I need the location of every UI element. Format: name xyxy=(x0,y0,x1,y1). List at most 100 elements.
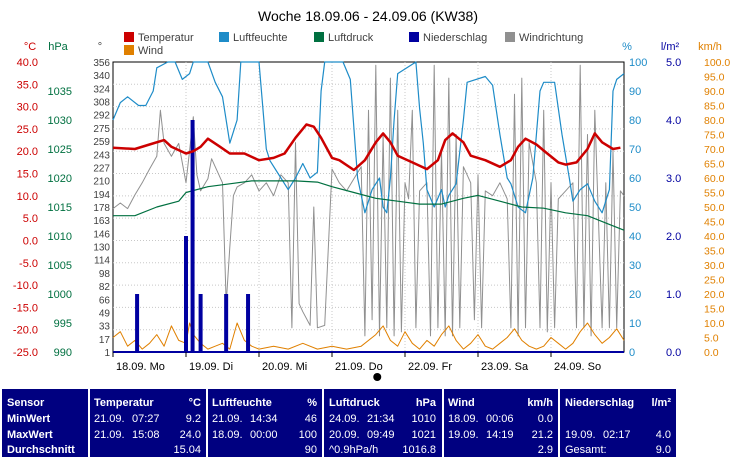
tick-label-precipitation: 3.0 xyxy=(666,173,681,185)
tick-label-wind-direction: 17 xyxy=(99,335,111,346)
stats-wind-unit: km/h xyxy=(527,397,553,409)
stats-wind-header: Wind xyxy=(448,397,475,409)
row-label-avg: Durchschnitt xyxy=(7,444,75,456)
stat-time: 00:06 xyxy=(486,413,514,425)
tick-label-wind-direction: 210 xyxy=(93,177,110,188)
tick-label-wind: 85.0 xyxy=(704,101,725,113)
axis-units: °C hPa °% l/m² km/h xyxy=(24,41,722,53)
stat-time: 14:19 xyxy=(486,429,514,441)
tick-label-wind: 100.0 xyxy=(704,57,730,69)
stats-panel: Sensor MinWert MaxWert Durchschnitt Temp… xyxy=(0,389,737,457)
weather-chart: Woche 18.09.06 - 24.09.06 (KW38) Tempera… xyxy=(13,8,730,381)
tick-label-wind-direction: 275 xyxy=(93,124,110,135)
series-humidity xyxy=(112,61,625,214)
tick-label-pressure: 1025 xyxy=(48,144,72,156)
tick-label-pressure: 1030 xyxy=(48,115,72,127)
axis-unit-humidity: % xyxy=(622,41,632,53)
stats-temperature-header: Temperatur xyxy=(94,397,154,409)
tick-label-precipitation: 5.0 xyxy=(666,57,681,69)
stat-time: 07:27 xyxy=(132,413,160,425)
tick-label-wind-direction: 259 xyxy=(93,137,110,148)
tick-label-pressure: 990 xyxy=(54,347,72,359)
axis-unit-pressure: hPa xyxy=(48,41,68,53)
legend-swatch-wind xyxy=(124,45,134,55)
x-tick-label: 20.09. Mi xyxy=(262,361,307,373)
stats-sensor-header: Sensor xyxy=(7,397,45,409)
tick-label-wind: 90.0 xyxy=(704,86,725,98)
stat-date: 24.09. xyxy=(329,413,360,425)
stats-pressure: Luftdruck hPa 24.09. 21:34 1010 20.09. 0… xyxy=(324,389,442,457)
stat-value: 4.0 xyxy=(655,429,671,441)
tick-label-precipitation: 4.0 xyxy=(666,115,681,127)
stat-value: 90 xyxy=(304,444,317,456)
tick-label-wind-direction: 163 xyxy=(93,216,110,227)
axis-unit-wind: km/h xyxy=(698,41,722,53)
tick-label-wind: 15.0 xyxy=(704,304,725,316)
tick-label-wind: 5.0 xyxy=(704,333,719,345)
tick-label-temperature: -10.0 xyxy=(13,280,38,292)
tick-label-wind: 95.0 xyxy=(704,72,725,84)
tick-label-pressure: 995 xyxy=(54,318,72,330)
tick-label-wind-direction: 66 xyxy=(99,295,111,306)
tick-label-wind: 20.0 xyxy=(704,289,725,301)
legend-swatch-wind_direction xyxy=(505,32,515,42)
axis-unit-wind-direction: ° xyxy=(98,41,102,53)
tick-label-temperature: 40.0 xyxy=(17,57,38,69)
x-tick-label: 18.09. Mo xyxy=(116,361,165,373)
tick-label-wind: 35.0 xyxy=(704,246,725,258)
tick-label-pressure: 1000 xyxy=(48,289,72,301)
stats-wind: Wind km/h 18.09. 00:06 0.0 19.09. 14:19 … xyxy=(444,389,558,457)
tick-label-wind: 70.0 xyxy=(704,144,725,156)
precipitation-bar xyxy=(184,236,188,352)
stat-value: 100 xyxy=(298,429,317,441)
tick-label-wind-direction: 98 xyxy=(99,269,111,280)
tick-label-wind-direction: 292 xyxy=(93,111,110,122)
tick-label-wind: 65.0 xyxy=(704,159,725,171)
stat-value: 1010 xyxy=(411,413,436,425)
precipitation-bar xyxy=(190,120,195,352)
legend-label-temperature: Temperatur xyxy=(138,32,194,44)
tick-label-temperature: -20.0 xyxy=(13,325,38,337)
tick-label-precipitation: 1.0 xyxy=(666,289,681,301)
tick-label-humidity: 20 xyxy=(629,289,641,301)
stat-trend: ^0.9hPa/h xyxy=(329,444,379,456)
tick-label-wind: 45.0 xyxy=(704,217,725,229)
precipitation-bar xyxy=(135,294,140,352)
tick-label-temperature: 10.0 xyxy=(17,191,38,203)
series xyxy=(112,61,625,352)
tick-label-wind: 0.0 xyxy=(704,347,719,359)
stat-date: 19.09. xyxy=(565,429,596,441)
stat-value: 21.2 xyxy=(531,429,553,441)
legend-label-pressure: Luftdruck xyxy=(328,32,374,44)
tick-label-wind-direction: 82 xyxy=(99,282,111,293)
time-marker xyxy=(373,373,382,381)
stats-precipitation-header: Niederschlag xyxy=(565,397,635,409)
tick-label-wind-direction: 178 xyxy=(93,203,110,214)
tick-label-temperature: -15.0 xyxy=(13,302,38,314)
stats-temperature: Temperatur °C 21.09. 07:27 9.2 21.09. 15… xyxy=(90,389,206,457)
stat-time: 14:34 xyxy=(250,413,278,425)
stat-time: 00:00 xyxy=(250,429,278,441)
stat-value: 9.2 xyxy=(185,413,201,425)
stat-time: 09:49 xyxy=(367,429,395,441)
tick-label-wind-direction: 324 xyxy=(93,84,110,95)
legend-swatch-temperature xyxy=(124,32,134,42)
stats-humidity-header: Luftfeuchte xyxy=(212,397,272,409)
series-wind-direction xyxy=(112,64,625,337)
stats-temperature-unit: °C xyxy=(188,397,201,409)
stat-value: 24.0 xyxy=(179,429,201,441)
precipitation-bar xyxy=(224,294,229,352)
tick-label-temperature: -5.0 xyxy=(19,258,38,270)
tick-label-pressure: 1020 xyxy=(48,173,72,185)
tick-label-wind-direction: 130 xyxy=(93,243,110,254)
stat-value: 0.0 xyxy=(537,413,553,425)
tick-label-wind-direction: 194 xyxy=(93,190,110,201)
tick-label-wind: 10.0 xyxy=(704,318,725,330)
tick-label-precipitation: 0.0 xyxy=(666,347,681,359)
stat-value: 15.04 xyxy=(173,444,201,456)
tick-label-humidity: 70 xyxy=(629,144,641,156)
tick-label-wind: 75.0 xyxy=(704,130,725,142)
stat-value: 1016.8 xyxy=(402,444,436,456)
tick-label-wind-direction: 356 xyxy=(93,58,110,69)
stat-date: 20.09. xyxy=(329,429,360,441)
